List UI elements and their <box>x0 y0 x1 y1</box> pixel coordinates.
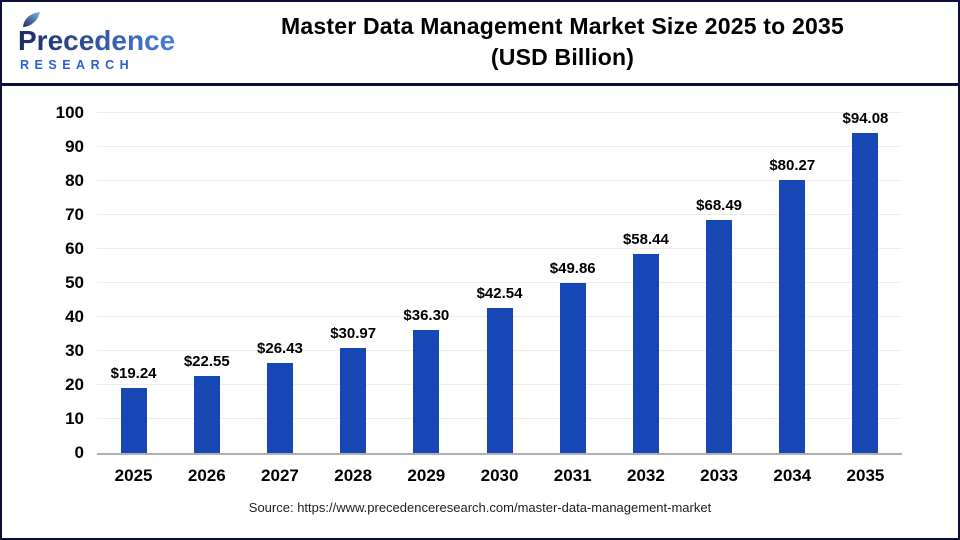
bar-2025 <box>120 387 147 453</box>
logo-subtext: RESEARCH <box>20 58 134 72</box>
logo-wordmark: Precedence <box>18 25 175 56</box>
gridline-100 <box>97 112 902 113</box>
precedence-logo: Precedence RESEARCH <box>18 12 175 72</box>
y-tick-30: 30 <box>65 341 84 360</box>
gridline-50 <box>97 282 902 283</box>
bar-slot-2033: $68.49 <box>683 113 756 453</box>
bar-2030 <box>486 308 513 453</box>
y-tick-20: 20 <box>65 375 84 394</box>
x-tick-2035: 2035 <box>846 466 885 485</box>
bar-value-2029: $36.30 <box>403 306 450 324</box>
bar-slot-2028: $30.97 <box>317 113 390 453</box>
logo-leaf-icon <box>23 12 40 27</box>
header-divider <box>2 83 958 86</box>
y-tick-90: 90 <box>65 137 84 156</box>
bar-2033 <box>706 220 733 453</box>
bar-2034 <box>779 180 806 453</box>
bar-value-2025: $19.24 <box>110 364 157 382</box>
bar-value-2033: $68.49 <box>696 197 743 215</box>
y-tick-70: 70 <box>65 205 84 224</box>
x-tick-2032: 2032 <box>626 466 665 485</box>
bar-2028 <box>340 347 367 453</box>
bar-2035 <box>852 133 879 453</box>
chart-title: Master Data Management Market Size 2025 … <box>167 2 958 73</box>
y-tick-100: 100 <box>55 103 84 122</box>
chart-title-line1: Master Data Management Market Size 2025 … <box>281 13 844 39</box>
x-tick-2033: 2033 <box>700 466 738 485</box>
bar-2031 <box>559 283 586 453</box>
y-tick-80: 80 <box>65 171 84 190</box>
bar-2026 <box>193 376 220 453</box>
gridline-70 <box>97 214 902 215</box>
bar-value-2027: $26.43 <box>257 340 303 358</box>
header: Precedence RESEARCH Master Data Manageme… <box>2 2 958 83</box>
x-tick-2025: 2025 <box>114 466 153 485</box>
bar-value-2031: $49.86 <box>549 260 596 278</box>
gridline-80 <box>97 180 902 181</box>
bar-chart: 0 10 20 30 40 50 60 70 80 90 100 $19.24 $22.55 $26.43… <box>56 103 902 486</box>
y-tick-10: 10 <box>65 409 84 428</box>
bar-slot-2031: $49.86 <box>536 113 609 453</box>
bar-value-2034: $80.27 <box>769 157 816 175</box>
gridline-60 <box>97 248 902 249</box>
x-axis-labels: 2025 2026 2027 2028 2029 2030 2031 2032 2033 2034… <box>97 466 902 486</box>
bar-value-2032: $58.44 <box>622 231 669 249</box>
x-tick-2029: 2029 <box>407 466 446 485</box>
bar-value-2030: $42.54 <box>476 285 523 303</box>
x-tick-2026: 2026 <box>187 466 226 485</box>
x-tick-2031: 2031 <box>553 466 592 485</box>
bar-slot-2025: $19.24 <box>97 113 170 453</box>
bar-2029 <box>413 329 440 453</box>
plot-area: 0 10 20 30 40 50 60 70 80 90 100 $19.24 $22.55 $26.43… <box>56 103 902 462</box>
source-line: Source: https://www.precedenceresearch.c… <box>248 500 712 515</box>
x-tick-2027: 2027 <box>261 466 299 485</box>
bar-slot-2035: $94.08 <box>829 110 902 453</box>
x-tick-2030: 2030 <box>480 466 519 485</box>
bar-slot-2026: $22.55 <box>170 113 243 453</box>
y-tick-60: 60 <box>65 239 84 258</box>
y-tick-50: 50 <box>65 273 84 292</box>
chart-title-line2: (USD Billion) <box>490 44 635 70</box>
bar-value-2035: $94.08 <box>842 110 889 128</box>
bar-2032 <box>632 254 659 453</box>
bar-slot-2027: $26.43 <box>243 113 316 453</box>
bar-2027 <box>266 363 293 453</box>
y-tick-0: 0 <box>74 443 84 462</box>
x-tick-2034: 2034 <box>773 466 812 485</box>
gridline-90 <box>97 146 902 147</box>
bar-slot-2030: $42.54 <box>463 113 536 453</box>
x-tick-2028: 2028 <box>334 466 373 485</box>
bar-value-2028: $30.97 <box>330 324 377 342</box>
bar-slot-2034: $80.27 <box>756 113 829 453</box>
bar-slot-2029: $36.30 <box>390 113 463 453</box>
y-tick-40: 40 <box>65 307 84 326</box>
bar-slot-2032: $58.44 <box>609 113 682 453</box>
bar-value-2026: $22.55 <box>183 353 230 371</box>
